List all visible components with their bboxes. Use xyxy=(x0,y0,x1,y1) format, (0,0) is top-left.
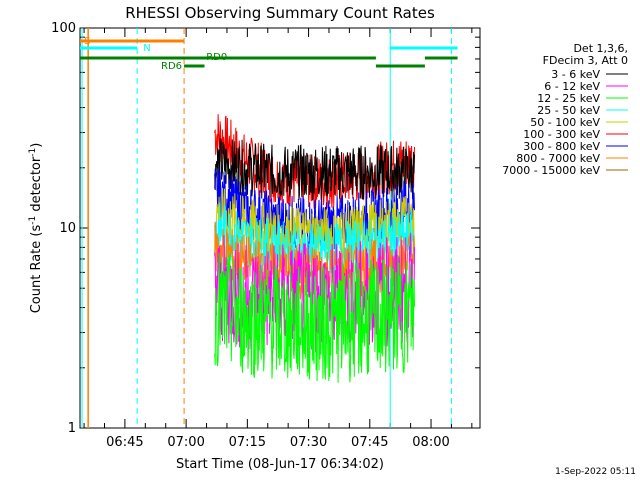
legend-entry-label: 6 - 12 keV xyxy=(544,80,600,93)
legend-entry-label: 12 - 25 keV xyxy=(537,92,600,105)
x-tick-labels: 06:45 07:00 07:15 07:30 07:45 08:00 xyxy=(106,435,450,450)
y-tick-labels: 1 10 100 xyxy=(51,21,76,436)
y-tick-label: 100 xyxy=(51,21,76,36)
x-axis-title: Start Time (08-Jun-17 06:34:02) xyxy=(176,457,384,472)
night-label: N xyxy=(143,43,150,54)
y-axis-title-exp: -1 xyxy=(28,216,38,225)
chart-title: RHESSI Observing Summary Count Rates xyxy=(125,4,435,22)
series-line-300-800-kev xyxy=(214,167,415,252)
legend-entry-label: 50 - 100 keV xyxy=(530,116,600,129)
y-axis-title-exp2: -1 xyxy=(28,148,38,157)
y-axis-title-main: Count Rate (s xyxy=(29,225,44,314)
x-tick-label: 08:00 xyxy=(412,435,449,450)
legend-entry-label: 3 - 6 keV xyxy=(551,68,600,81)
legend-entry-label: 800 - 7000 keV xyxy=(516,152,600,165)
x-tick-label: 07:45 xyxy=(351,435,388,450)
x-tick-label: 07:15 xyxy=(229,435,266,450)
y-axis-title-end: ) xyxy=(29,143,44,148)
legend-header-line-2: FDecim 3, Att 0 xyxy=(543,54,628,67)
legend-header-line-1: Det 1,3,6, xyxy=(573,42,628,55)
y-axis-title: Count Rate (s-1 detector-1) xyxy=(28,143,44,314)
x-tick-label: 07:30 xyxy=(290,435,327,450)
legend-entry-label: 25 - 50 keV xyxy=(537,104,600,117)
instrument-state-overlays: S N RD0 RD6 xyxy=(80,28,458,428)
x-tick-label: 06:45 xyxy=(106,435,143,450)
y-tick-label: 10 xyxy=(59,221,76,236)
x-tick-label: 07:00 xyxy=(167,435,204,450)
rd0-label: RD0 xyxy=(206,52,227,63)
footer-timestamp: 1-Sep-2022 05:11 xyxy=(555,467,636,477)
series-line-12-25-kev xyxy=(214,252,415,383)
legend-entry-label: 300 - 800 keV xyxy=(523,140,600,153)
saa-label: S xyxy=(84,36,90,47)
series-line-800-7000-kev xyxy=(214,222,415,300)
rd6-label: RD6 xyxy=(161,61,182,72)
y-tick-label: 1 xyxy=(68,421,76,436)
y-axis-title-mid: detector xyxy=(29,156,44,216)
legend-entry-label: 7000 - 15000 keV xyxy=(502,164,600,177)
series-layer xyxy=(214,114,415,383)
legend-entry-label: 100 - 300 keV xyxy=(523,128,600,141)
series-line-3-6-kev xyxy=(214,138,415,201)
